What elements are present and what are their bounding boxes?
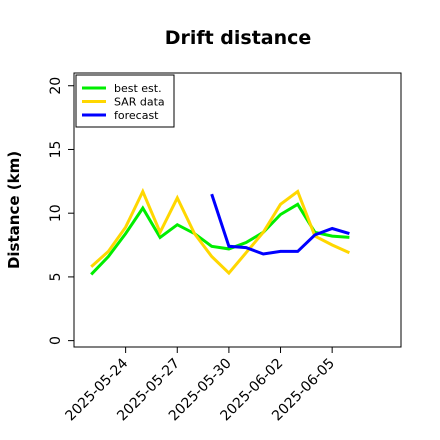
y-tick-label: 15 bbox=[48, 141, 64, 159]
series-line-0 bbox=[90, 202, 350, 276]
y-tick-label: 0 bbox=[48, 336, 64, 345]
y-axis: 0 5 10 15 20 bbox=[48, 77, 74, 345]
legend-label: forecast bbox=[114, 109, 159, 122]
legend-label: SAR data bbox=[114, 96, 165, 109]
series-line-2 bbox=[210, 193, 350, 256]
y-tick-label: 5 bbox=[48, 272, 64, 281]
plot-area bbox=[73, 72, 402, 348]
y-tick-label: 20 bbox=[48, 77, 64, 95]
series-line-1 bbox=[90, 187, 351, 276]
chart-title: Drift distance bbox=[165, 27, 312, 49]
y-tick-label: 10 bbox=[48, 204, 64, 222]
x-axis: 2025-05-242025-05-272025-05-302025-06-02… bbox=[63, 347, 338, 424]
legend-label: best est. bbox=[114, 82, 162, 95]
series-layer bbox=[90, 187, 351, 276]
y-axis-label: Distance (km) bbox=[5, 151, 23, 269]
